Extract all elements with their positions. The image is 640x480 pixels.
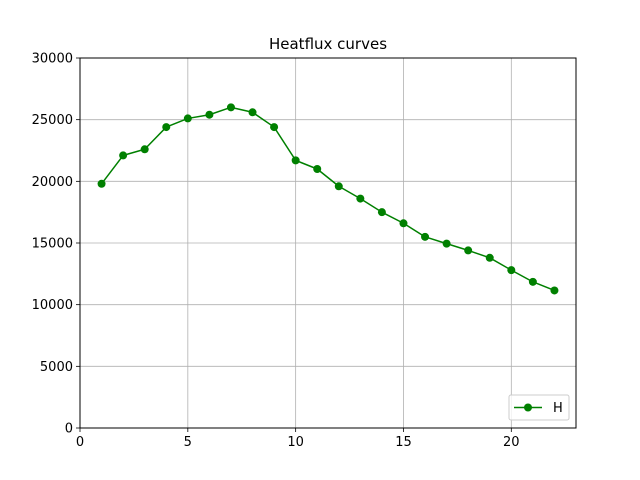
legend-label: H <box>553 401 563 416</box>
y-tick-label: 5000 <box>40 360 73 375</box>
data-point <box>183 114 192 123</box>
legend: H <box>508 394 570 421</box>
plot-frame <box>79 57 577 429</box>
series-group <box>97 103 559 295</box>
data-point <box>421 232 430 241</box>
data-point <box>464 246 473 255</box>
y-tick-label: 15000 <box>32 237 73 252</box>
y-tick-label: 10000 <box>32 298 73 313</box>
data-point <box>248 108 257 117</box>
y-tick-label: 30000 <box>32 52 73 67</box>
data-point <box>399 219 408 228</box>
y-tick-label: 20000 <box>32 175 73 190</box>
data-point <box>313 165 322 173</box>
legend-marker <box>524 403 532 412</box>
data-point <box>356 194 365 203</box>
x-tick-label: 0 <box>76 435 84 450</box>
data-point <box>528 277 537 286</box>
data-point <box>442 239 451 248</box>
chart-title: Heatflux curves <box>269 35 387 53</box>
data-point <box>291 156 300 165</box>
data-point <box>119 151 128 160</box>
data-point <box>140 145 149 154</box>
data-point <box>377 208 386 217</box>
data-point <box>270 123 279 132</box>
data-point <box>334 182 343 191</box>
x-tick-label: 10 <box>287 435 304 450</box>
x-tick-label: 20 <box>503 435 520 450</box>
x-tick-label: 15 <box>395 435 412 450</box>
data-point <box>550 286 559 295</box>
y-tick-label: 0 <box>65 422 73 437</box>
data-point <box>97 179 106 188</box>
data-point <box>205 110 214 119</box>
series-line <box>100 106 555 292</box>
data-point <box>507 266 516 275</box>
axis-ticks: 0 5 10 15 20 0 5000 10000 15000 20000 25000 30000 <box>32 52 520 451</box>
data-point <box>162 123 171 132</box>
x-tick-label: 5 <box>184 435 192 450</box>
y-tick-label: 25000 <box>32 113 73 128</box>
data-point <box>226 103 235 112</box>
data-point <box>485 253 494 262</box>
